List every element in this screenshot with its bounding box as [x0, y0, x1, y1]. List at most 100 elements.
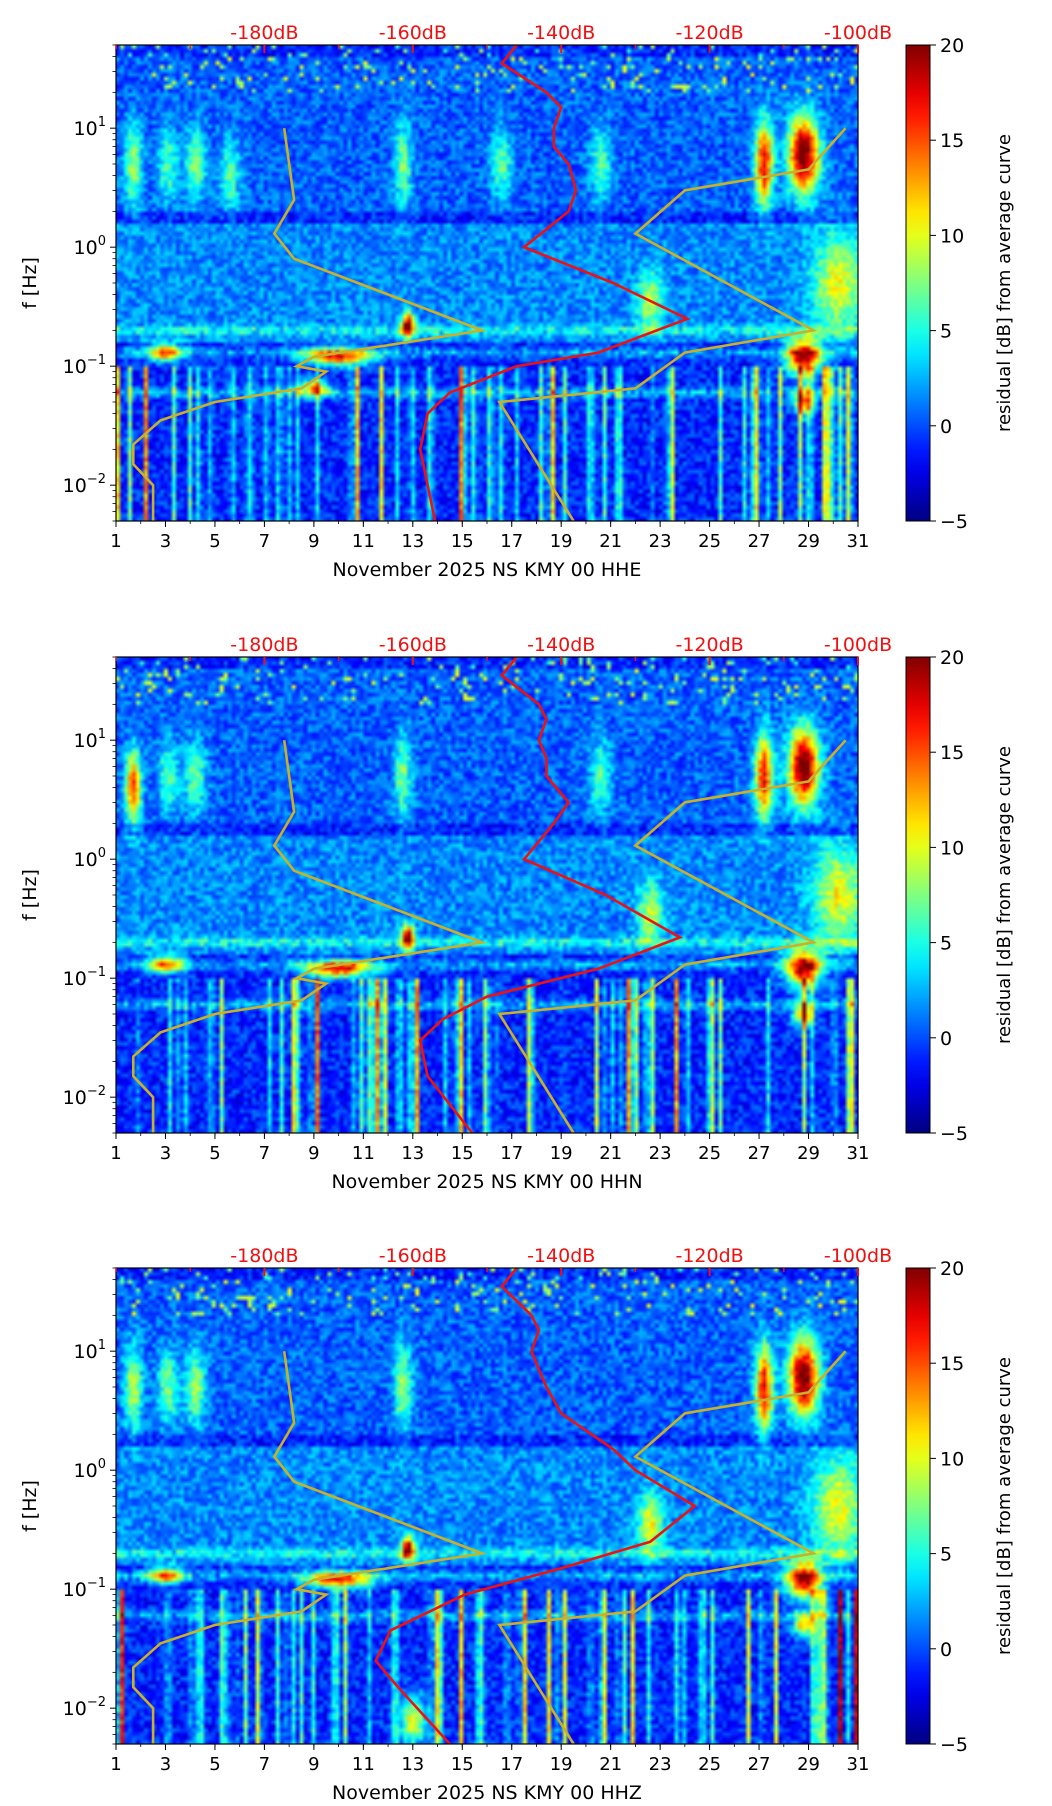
y-axis-label: f [Hz]	[19, 1480, 41, 1532]
y-tick-label: 10−1	[63, 353, 106, 378]
x-tick-label: 9	[308, 1143, 319, 1164]
x-tick-label: 13	[401, 531, 424, 552]
colorbar-tick-label: −5	[940, 511, 968, 533]
colorbar-label: residual [dB] from average curve	[994, 746, 1015, 1044]
y-tick-label: 10−1	[63, 1576, 106, 1601]
top-db-tick-label: -120dB	[675, 634, 743, 656]
colorbar-gradient	[905, 1267, 931, 1745]
colorbar-tick-label: 20	[940, 35, 964, 57]
colorbar-tick-label: 0	[940, 1028, 952, 1050]
x-tick-label: 25	[698, 1143, 721, 1164]
x-tick-label: 23	[649, 531, 672, 552]
colorbar-tick-label: 15	[940, 130, 964, 152]
colorbar-label: residual [dB] from average curve	[994, 134, 1015, 432]
x-tick-label: 9	[308, 1754, 319, 1775]
average-psd-curve	[418, 45, 691, 521]
colorbar-tick-label: 10	[940, 225, 964, 247]
x-axis-label: November 2025 NS KMY 00 HHE	[333, 559, 642, 581]
top-db-tick-label: -100dB	[824, 22, 892, 44]
x-tick-label: 21	[599, 1143, 622, 1164]
y-tick-label: 10−1	[63, 965, 106, 990]
x-tick-label: 1	[110, 1754, 121, 1775]
x-tick-label: 11	[352, 531, 375, 552]
spectrogram-image	[116, 1268, 858, 1744]
noise-model-curve-1	[132, 128, 488, 521]
y-tick-label: 101	[74, 1338, 106, 1363]
x-tick-label: 5	[209, 1754, 220, 1775]
colorbar-tick-label: 5	[940, 1544, 952, 1566]
x-tick-label: 15	[451, 531, 474, 552]
colorbar-tick-label: 15	[940, 1353, 964, 1375]
x-tick-label: 3	[160, 531, 171, 552]
noise-model-curve-1	[132, 740, 488, 1133]
y-tick-label: 100	[74, 846, 106, 871]
x-tick-label: 11	[352, 1143, 375, 1164]
x-tick-label: 29	[797, 1143, 820, 1164]
colorbar-tick-label: 0	[940, 416, 952, 438]
top-db-tick-label: -100dB	[824, 1245, 892, 1267]
x-tick-label: 27	[748, 1754, 771, 1775]
y-tick-label: 101	[74, 115, 106, 140]
top-db-tick-label: -160dB	[379, 22, 447, 44]
x-axis-label: November 2025 NS KMY 00 HHZ	[332, 1782, 642, 1804]
colorbar-tick-label: 10	[940, 1448, 964, 1470]
x-tick-label: 25	[698, 1754, 721, 1775]
y-tick-label: 10−2	[63, 1084, 106, 1109]
colorbar-tick-label: 5	[940, 933, 952, 955]
x-tick-label: 31	[847, 531, 870, 552]
top-db-tick-label: -140dB	[527, 1245, 595, 1267]
spectrogram-image	[116, 45, 858, 521]
top-db-tick-label: -140dB	[527, 22, 595, 44]
colorbar: 20 15 10 5 0 −5 residual [dB] from average cur…	[905, 35, 1015, 533]
x-tick-label: 25	[698, 531, 721, 552]
colorbar-tick-label: 10	[940, 837, 964, 859]
colorbar-tick-label: 0	[940, 1639, 952, 1661]
x-tick-label: 3	[160, 1754, 171, 1775]
colorbar-tick-label: 5	[940, 321, 952, 343]
top-db-tick-label: -120dB	[675, 22, 743, 44]
top-db-tick-label: -140dB	[527, 634, 595, 656]
x-tick-label: 21	[599, 1754, 622, 1775]
spectrogram-image	[116, 657, 858, 1133]
y-tick-label: 101	[74, 727, 106, 752]
colorbar-tick-label: −5	[940, 1734, 968, 1756]
x-tick-label: 11	[352, 1754, 375, 1775]
x-tick-label: 7	[259, 1754, 270, 1775]
colorbar: 20 15 10 5 0 −5 residual [dB] from average cur…	[905, 1258, 1015, 1756]
noise-model-curve-2	[497, 739, 847, 1133]
x-tick-label: 31	[847, 1754, 870, 1775]
y-axis-label: f [Hz]	[19, 257, 41, 309]
noise-model-curve-2	[497, 127, 847, 521]
x-tick-label: 15	[451, 1754, 474, 1775]
x-tick-label: 1	[110, 531, 121, 552]
x-tick-label: 19	[550, 531, 573, 552]
x-tick-label: 17	[500, 1143, 523, 1164]
x-axis-label: November 2025 NS KMY 00 HHN	[331, 1171, 642, 1193]
top-db-tick-label: -180dB	[230, 1245, 298, 1267]
colorbar-tick-label: 15	[940, 742, 964, 764]
x-tick-label: 7	[259, 1143, 270, 1164]
top-db-tick-label: -180dB	[230, 22, 298, 44]
colorbar-tick-label: −5	[940, 1123, 968, 1145]
x-tick-label: 1	[110, 1143, 121, 1164]
x-tick-label: 13	[401, 1754, 424, 1775]
x-tick-label: 19	[550, 1754, 573, 1775]
x-tick-label: 13	[401, 1143, 424, 1164]
y-tick-label: 100	[74, 1457, 106, 1482]
average-psd-curve	[418, 657, 683, 1133]
y-axis-label: f [Hz]	[19, 869, 41, 921]
average-psd-curve	[374, 1268, 698, 1744]
top-db-tick-label: -120dB	[675, 1245, 743, 1267]
top-db-tick-label: -100dB	[824, 634, 892, 656]
x-tick-label: 23	[649, 1143, 672, 1164]
x-tick-label: 7	[259, 531, 270, 552]
colorbar-gradient	[905, 656, 931, 1134]
noise-model-curve-2	[497, 1350, 847, 1744]
top-db-tick-label: -160dB	[379, 1245, 447, 1267]
colorbar-tick-label: 20	[940, 647, 964, 669]
top-db-tick-label: -180dB	[230, 634, 298, 656]
